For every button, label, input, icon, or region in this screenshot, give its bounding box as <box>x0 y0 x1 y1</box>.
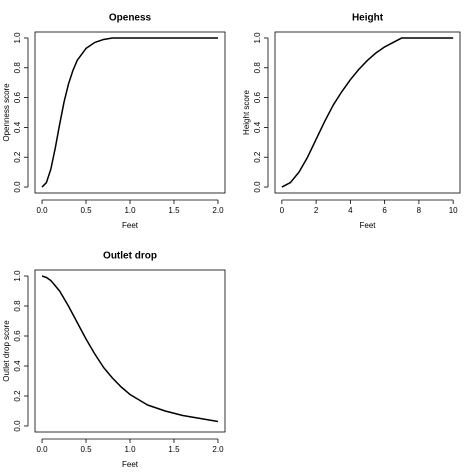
x-tick-label: 0.5 <box>80 206 92 215</box>
x-tick-label: 1.5 <box>168 206 180 215</box>
y-tick-label: 0.2 <box>13 390 22 402</box>
x-axis-label: Feet <box>122 460 139 469</box>
x-tick-label: 2 <box>314 206 319 215</box>
y-tick-label: 1.0 <box>253 32 262 44</box>
plot-frame <box>274 31 461 194</box>
y-tick-label: 0.4 <box>253 121 262 133</box>
x-axis-label: Feet <box>359 221 376 230</box>
x-tick-label: 2.0 <box>212 206 224 215</box>
y-tick-label: 0.8 <box>253 62 262 74</box>
y-axis-label: Openness score <box>2 83 11 142</box>
plot-frame <box>34 31 226 194</box>
y-axis-label: Height score <box>242 90 251 135</box>
x-tick-label: 10 <box>449 206 458 215</box>
chart-title: Openess <box>109 13 152 24</box>
x-tick-label: 0 <box>280 206 285 215</box>
y-tick-label: 1.0 <box>13 270 22 282</box>
y-tick-label: 0.4 <box>13 121 22 133</box>
y-tick-label: 0.0 <box>13 181 22 193</box>
y-tick-label: 0.6 <box>253 91 262 103</box>
x-axis-label: Feet <box>122 221 139 230</box>
y-tick-label: 0.0 <box>253 181 262 193</box>
x-tick-label: 8 <box>417 206 422 215</box>
x-tick-label: 6 <box>382 206 387 215</box>
y-tick-label: 0.4 <box>13 360 22 372</box>
data-line <box>41 275 219 423</box>
x-tick-label: 1.5 <box>168 445 180 454</box>
data-line <box>41 37 218 188</box>
y-tick-label: 0.2 <box>13 151 22 163</box>
x-tick-label: 0.0 <box>36 445 48 454</box>
y-tick-label: 0.8 <box>13 62 22 74</box>
x-tick-label: 0.5 <box>80 445 92 454</box>
data-line <box>281 37 454 188</box>
y-tick-label: 0.0 <box>13 420 22 432</box>
chart-title: Height <box>352 13 384 24</box>
x-tick-label: 4 <box>348 206 353 215</box>
y-tick-label: 0.6 <box>13 330 22 342</box>
x-tick-label: 2.0 <box>212 445 224 454</box>
y-tick-label: 0.2 <box>253 151 262 163</box>
x-tick-label: 1.0 <box>124 445 136 454</box>
y-tick-label: 0.6 <box>13 91 22 103</box>
x-tick-label: 1.0 <box>124 206 136 215</box>
y-axis-label: Outlet drop score <box>2 320 11 382</box>
chart-title: Outlet drop <box>103 251 157 262</box>
plot-frame <box>34 269 226 433</box>
y-tick-label: 1.0 <box>13 32 22 44</box>
x-tick-label: 0.0 <box>36 206 48 215</box>
y-tick-label: 0.8 <box>13 300 22 312</box>
